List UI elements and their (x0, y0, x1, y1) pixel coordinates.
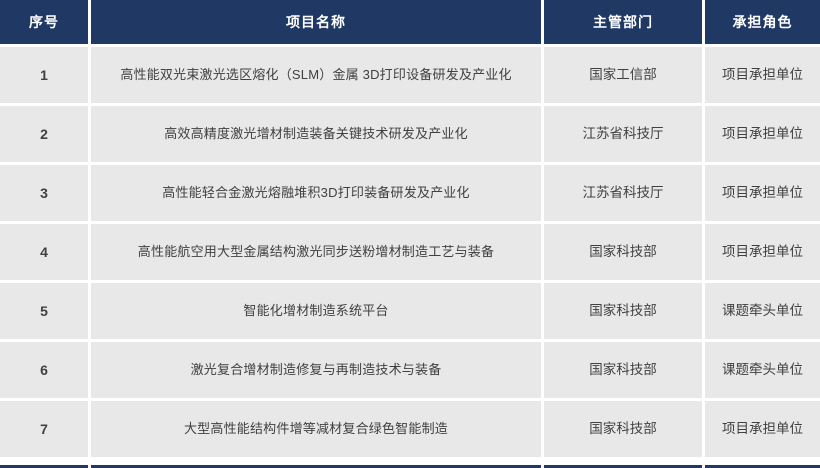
project-name-cell: 激光复合增材制造修复与再制造技术与装备 (91, 342, 541, 398)
row-index-cell: 7 (0, 401, 88, 457)
project-name-cell: 高性能航空用大型金属结构激光同步送粉增材制造工艺与装备 (91, 224, 541, 280)
table-row: 4 高性能航空用大型金属结构激光同步送粉增材制造工艺与装备 国家科技部 项目承担… (0, 224, 820, 280)
department-cell: 江苏省科技厅 (544, 106, 702, 162)
table-row: 5 智能化增材制造系统平台 国家科技部 课题牵头单位 (0, 283, 820, 339)
project-name-cell: 高性能双光束激光选区熔化（SLM）金属 3D打印设备研发及产业化 (91, 47, 541, 103)
column-header-role: 承担角色 (705, 0, 820, 44)
strip-segment (544, 465, 702, 468)
strip-segment (0, 465, 88, 468)
role-cell: 课题牵头单位 (705, 342, 820, 398)
project-name-cell: 高性能轻合金激光熔融堆积3D打印装备研发及产业化 (91, 165, 541, 221)
role-cell: 课题牵头单位 (705, 283, 820, 339)
row-index-cell: 6 (0, 342, 88, 398)
row-index-cell: 2 (0, 106, 88, 162)
row-index-cell: 4 (0, 224, 88, 280)
project-name-cell: 高效高精度激光增材制造装备关键技术研发及产业化 (91, 106, 541, 162)
next-table-header-edge (0, 465, 820, 468)
table-row: 3 高性能轻合金激光熔融堆积3D打印装备研发及产业化 江苏省科技厅 项目承担单位 (0, 165, 820, 221)
strip-segment (91, 465, 541, 468)
department-cell: 国家科技部 (544, 283, 702, 339)
table-header-row: 序号 项目名称 主管部门 承担角色 (0, 0, 820, 44)
row-index-cell: 5 (0, 283, 88, 339)
department-cell: 江苏省科技厅 (544, 165, 702, 221)
table-body: 1 高性能双光束激光选区熔化（SLM）金属 3D打印设备研发及产业化 国家工信部… (0, 47, 820, 457)
role-cell: 项目承担单位 (705, 165, 820, 221)
role-cell: 项目承担单位 (705, 224, 820, 280)
department-cell: 国家科技部 (544, 401, 702, 457)
table-row: 6 激光复合增材制造修复与再制造技术与装备 国家科技部 课题牵头单位 (0, 342, 820, 398)
project-name-cell: 智能化增材制造系统平台 (91, 283, 541, 339)
column-header-project-name: 项目名称 (91, 0, 541, 44)
table-row: 2 高效高精度激光增材制造装备关键技术研发及产业化 江苏省科技厅 项目承担单位 (0, 106, 820, 162)
table-row: 1 高性能双光束激光选区熔化（SLM）金属 3D打印设备研发及产业化 国家工信部… (0, 47, 820, 103)
row-index-cell: 1 (0, 47, 88, 103)
role-cell: 项目承担单位 (705, 106, 820, 162)
row-index-cell: 3 (0, 165, 88, 221)
role-cell: 项目承担单位 (705, 47, 820, 103)
role-cell: 项目承担单位 (705, 401, 820, 457)
project-name-cell: 大型高性能结构件增等减材复合绿色智能制造 (91, 401, 541, 457)
department-cell: 国家科技部 (544, 342, 702, 398)
table-row: 7 大型高性能结构件增等减材复合绿色智能制造 国家科技部 项目承担单位 (0, 401, 820, 457)
column-header-department: 主管部门 (544, 0, 702, 44)
column-header-index: 序号 (0, 0, 88, 44)
department-cell: 国家工信部 (544, 47, 702, 103)
department-cell: 国家科技部 (544, 224, 702, 280)
strip-segment (705, 465, 820, 468)
